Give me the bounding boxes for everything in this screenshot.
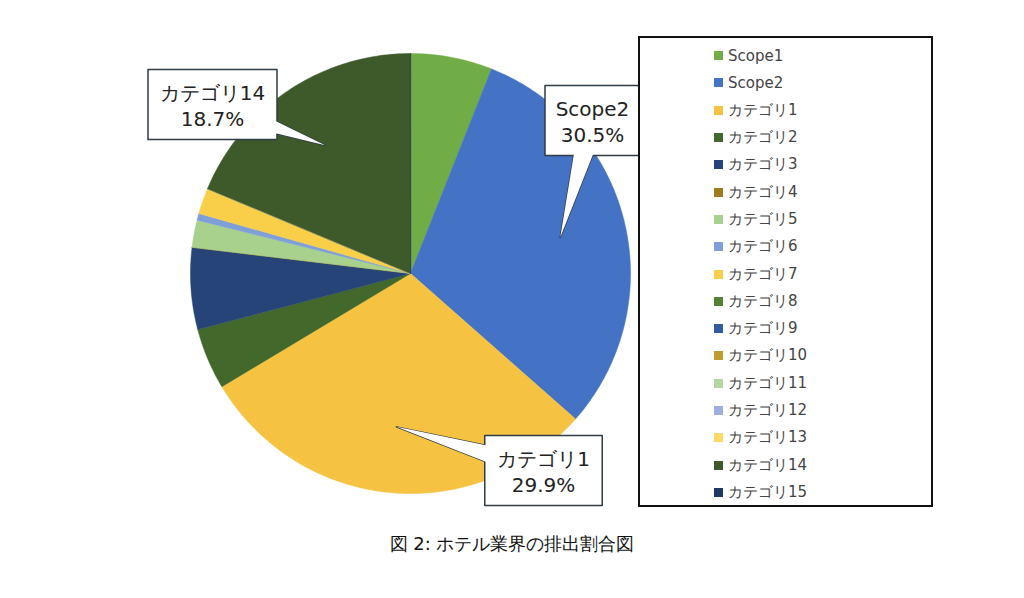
html-text:カテゴリ6: カテゴリ6 bbox=[728, 237, 798, 256]
html-text:カテゴリ2: カテゴリ2 bbox=[728, 128, 798, 146]
svg-text:Scope230.5%: Scope230.5% bbox=[556, 97, 630, 147]
html-text:カテゴリ13: カテゴリ13 bbox=[728, 428, 808, 447]
html-text:カテゴリ11: カテゴリ11 bbox=[728, 373, 808, 392]
html-text:カテゴリ1: カテゴリ1 bbox=[728, 100, 798, 119]
html-text:カテゴリ14: カテゴリ14 bbox=[728, 455, 808, 474]
html-text:カテゴリ4: カテゴリ4 bbox=[728, 182, 798, 201]
svg-text:カテゴリ129.9%: カテゴリ129.9% bbox=[497, 447, 590, 497]
html-text:Scope1: Scope1 bbox=[728, 46, 784, 65]
html-text:図 2: ホテル業界の排出割合図: 図 2: ホテル業界の排出割合図 bbox=[389, 533, 635, 554]
html-text:カテゴリ3: カテゴリ3 bbox=[728, 155, 798, 174]
html-text:カテゴリ7: カテゴリ7 bbox=[728, 264, 798, 283]
html-text:カテゴリ15: カテゴリ15 bbox=[728, 482, 808, 501]
html-text:カテゴリ10: カテゴリ10 bbox=[728, 346, 808, 365]
html-text:カテゴリ12: カテゴリ12 bbox=[728, 401, 808, 419]
svg-text:カテゴリ1418.7%: カテゴリ1418.7% bbox=[160, 81, 265, 131]
html-text:カテゴリ8: カテゴリ8 bbox=[728, 291, 798, 310]
html-text:Scope2: Scope2 bbox=[728, 73, 784, 92]
html-text:カテゴリ9: カテゴリ9 bbox=[728, 319, 798, 338]
html-text:カテゴリ5: カテゴリ5 bbox=[728, 209, 798, 228]
